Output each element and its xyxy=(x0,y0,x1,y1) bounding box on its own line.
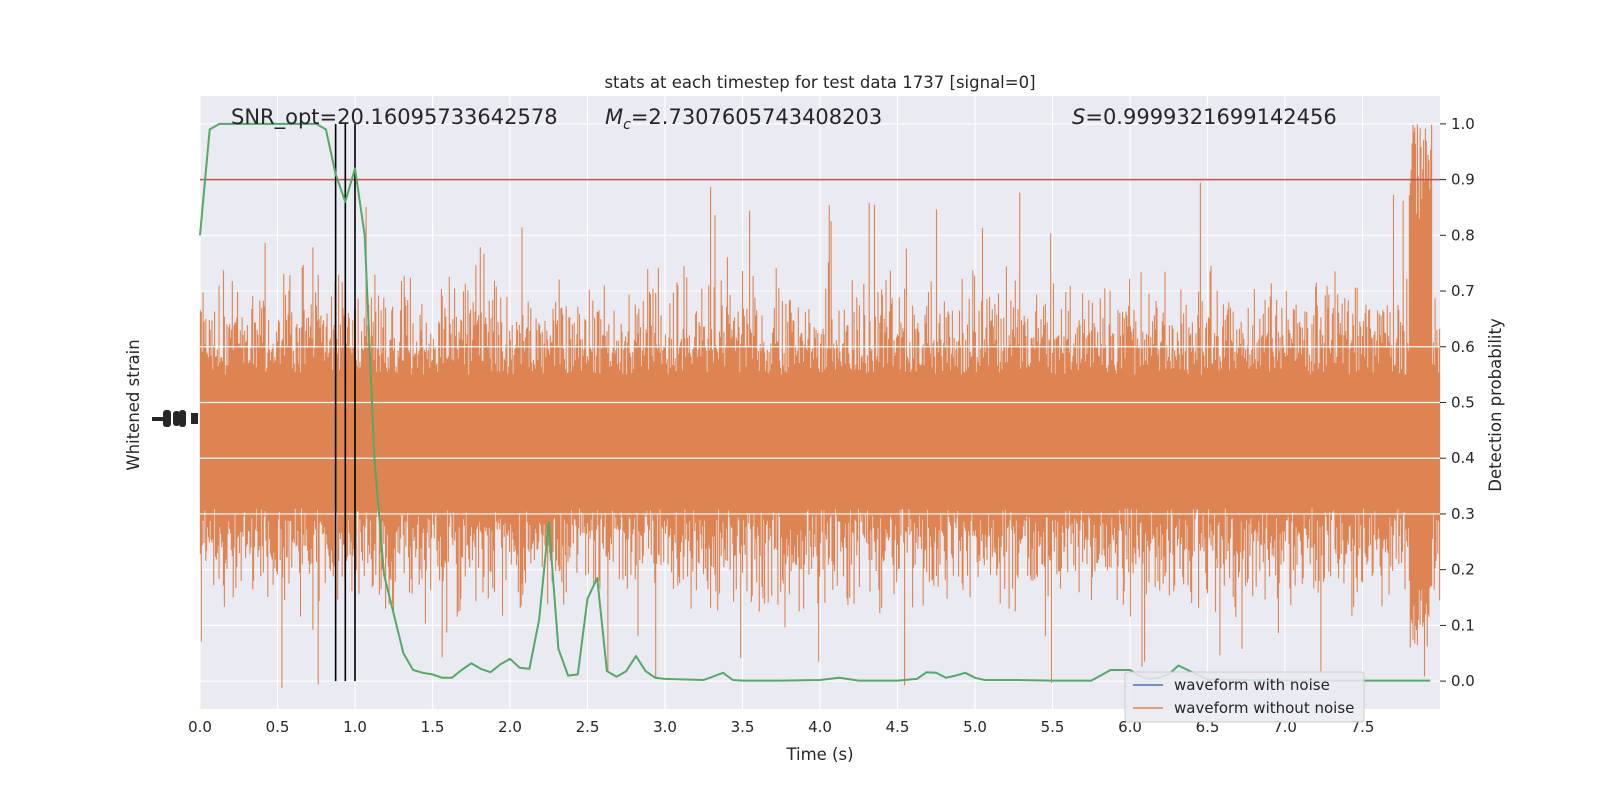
x-tick-label: 5.5 xyxy=(1041,718,1065,736)
y-tick-label: 0.4 xyxy=(1451,449,1475,467)
x-tick-label: 1.5 xyxy=(421,718,445,736)
chirp-mass-annotation: Mc=2.7307605743408203 xyxy=(605,105,882,133)
vertical-lines xyxy=(334,123,356,682)
y-tick-label: 0.0 xyxy=(1451,672,1475,690)
x-tick-label: 1.0 xyxy=(343,718,367,736)
plot-area xyxy=(199,96,1441,709)
chirp-mass-subscript: c xyxy=(623,117,631,133)
y-tick-label: 0.8 xyxy=(1451,226,1475,244)
legend-label-noise: waveform with noise xyxy=(1174,676,1330,694)
strain-series xyxy=(199,124,1441,688)
snr-annotation: SNR_opt=20.16095733642578 xyxy=(231,105,558,130)
score-value: =0.9999321699142456 xyxy=(1085,105,1336,129)
y-tick-label: 0.7 xyxy=(1451,282,1475,300)
left-axis-collapsed-ticks xyxy=(152,410,198,427)
x-axis-label: Time (s) xyxy=(785,745,853,764)
strain-spikes xyxy=(199,124,1441,688)
y-tick-label: 0.2 xyxy=(1451,561,1475,579)
legend: waveform with noise waveform without noi… xyxy=(1124,671,1365,723)
y-axis-right-label: Detection probability xyxy=(1486,318,1505,492)
y-tick-label: 0.5 xyxy=(1451,394,1475,412)
y-tick-label: 0.6 xyxy=(1451,338,1475,356)
x-tick-label: 4.0 xyxy=(808,718,832,736)
legend-label-clean: waveform without noise xyxy=(1174,699,1354,717)
x-tick-label: 4.5 xyxy=(886,718,910,736)
x-tick-label: 3.0 xyxy=(653,718,677,736)
x-tick-label: 3.5 xyxy=(731,718,755,736)
x-tick-label: 2.0 xyxy=(498,718,522,736)
chirp-mass-symbol: M xyxy=(605,105,623,129)
chart-title: stats at each timestep for test data 173… xyxy=(604,73,1035,92)
x-tick-label: 0.0 xyxy=(188,718,212,736)
y-axis-right-ticks: 0.0 0.1 0.2 0.3 0.4 0.5 0.6 0.7 0.8 0.9 1.0 xyxy=(1440,115,1475,690)
x-tick-label: 5.0 xyxy=(963,718,987,736)
score-symbol: S xyxy=(1072,105,1085,129)
x-tick-label: 2.5 xyxy=(576,718,600,736)
legend-box xyxy=(1124,671,1365,723)
score-annotation: S=0.9999321699142456 xyxy=(1072,105,1337,129)
detection-probability-line xyxy=(199,122,1431,682)
detection-probability-series xyxy=(199,122,1431,682)
y-tick-label: 1.0 xyxy=(1451,115,1475,133)
x-tick-label: 0.5 xyxy=(266,718,290,736)
y-tick-label: 0.9 xyxy=(1451,171,1475,189)
y-tick-label: 0.3 xyxy=(1451,505,1475,523)
y-axis-left-label: Whitened strain xyxy=(124,339,143,470)
chirp-mass-value: =2.7307605743408203 xyxy=(631,105,882,129)
y-tick-label: 0.1 xyxy=(1451,616,1475,634)
